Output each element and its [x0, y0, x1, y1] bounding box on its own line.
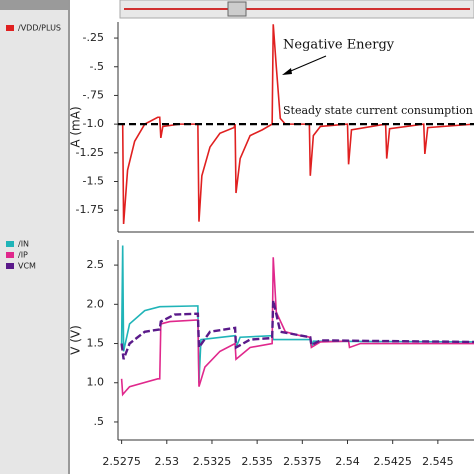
x-tick-label: 2.545	[422, 455, 454, 468]
legend-swatch	[6, 252, 14, 258]
x-tick-label: 2.53	[155, 455, 180, 468]
x-tick-label: 2.5325	[193, 455, 232, 468]
y-tick-label: 2.0	[87, 297, 105, 310]
x-tick-label: 2.5275	[102, 455, 141, 468]
legend-swatch	[6, 25, 14, 31]
y-tick-label: 1.0	[87, 376, 105, 389]
y-tick-label: -1.5	[83, 175, 104, 188]
legend-swatch	[6, 263, 14, 269]
x-tick-label: 2.535	[241, 455, 273, 468]
series-line	[120, 300, 474, 360]
panel-header	[0, 0, 68, 10]
annotation-arrow	[285, 55, 327, 74]
name-panel	[0, 0, 68, 474]
y-axis-label: A (mA)	[69, 106, 83, 147]
y-tick-label: -1.25	[76, 146, 104, 159]
legend-label: /VDD/PLUS	[18, 24, 61, 33]
y-tick-label: 2.5	[87, 258, 105, 271]
x-tick-label: 2.54	[335, 455, 360, 468]
scroll-thumb[interactable]	[227, 1, 247, 17]
annotation: Steady state current consumption	[283, 104, 473, 117]
x-tick-label: 2.5425	[373, 455, 412, 468]
panel-divider	[68, 0, 70, 474]
y-tick-label: -1.75	[76, 203, 104, 216]
legend-label: /IN	[18, 240, 29, 249]
y-tick-label: -.5	[90, 60, 104, 73]
y-axis-label: V (V)	[69, 325, 83, 355]
y-tick-label: -1.0	[83, 117, 104, 130]
y-tick-label: -.25	[83, 31, 104, 44]
legend-label: /IP	[18, 251, 28, 260]
y-tick-label: .5	[94, 415, 105, 428]
series-line	[121, 24, 474, 225]
y-tick-label: -.75	[83, 88, 104, 101]
annotation: Negative Energy	[283, 38, 395, 53]
y-tick-label: 1.5	[87, 337, 105, 350]
arrow-head	[282, 68, 292, 75]
series-line	[120, 257, 474, 397]
legend-label: VCM	[18, 262, 36, 271]
legend-swatch	[6, 241, 14, 247]
x-tick-label: 2.5375	[283, 455, 322, 468]
